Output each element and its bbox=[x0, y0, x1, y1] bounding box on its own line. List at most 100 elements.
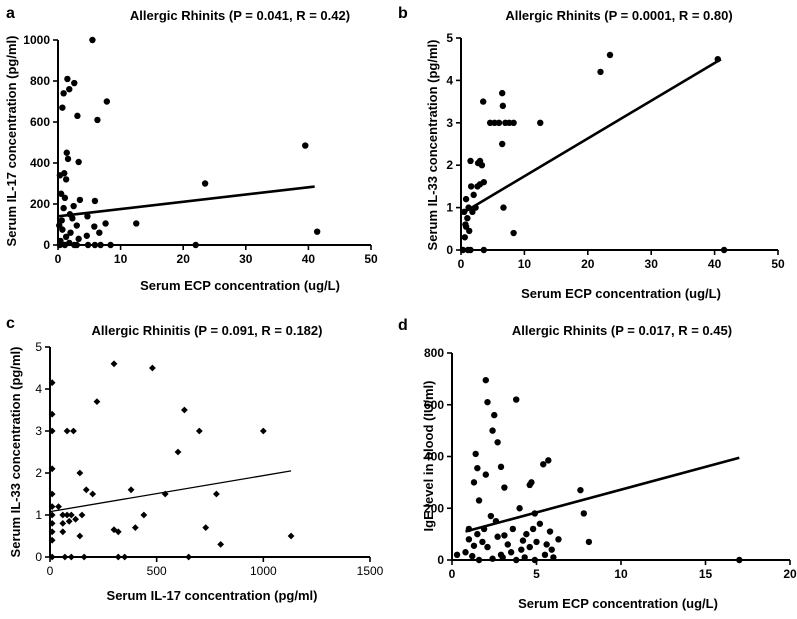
panel-c-data-point bbox=[140, 511, 148, 519]
panel-b-x-tick-label: 0 bbox=[458, 257, 465, 271]
panel-a-data-point bbox=[59, 104, 66, 111]
panel-c-data-point bbox=[114, 553, 122, 561]
panel-b-data-point bbox=[470, 191, 477, 199]
panel-a-data-point bbox=[66, 86, 73, 93]
panel-d-data-point bbox=[550, 554, 557, 561]
panel-b-x-tick-label: 10 bbox=[518, 257, 532, 271]
panel-a-data-point bbox=[75, 235, 82, 243]
panel-a-x-tick-label: 30 bbox=[239, 252, 253, 266]
panel-d-data-point bbox=[501, 532, 508, 539]
panel-a-data-point bbox=[61, 241, 69, 249]
panel-b-data-point bbox=[505, 119, 513, 127]
panel-a-data-point bbox=[73, 241, 80, 249]
panel-d-data-point bbox=[462, 549, 469, 556]
panel-a-data-point bbox=[60, 90, 67, 97]
panel-a-data-point bbox=[89, 36, 96, 44]
panel-c-data-point bbox=[131, 524, 139, 531]
panel-d-data-point bbox=[518, 546, 525, 553]
panel-a-data-point bbox=[71, 79, 78, 87]
panel-c-data-point bbox=[59, 528, 67, 536]
panel-b-data-point bbox=[499, 140, 506, 148]
panel-c: c Allergic Rhinitis (P = 0.091, R = 0.18… bbox=[6, 315, 384, 603]
panel-b-data-point bbox=[499, 89, 506, 97]
panel-c-data-point bbox=[55, 503, 62, 510]
panel-c-plot: 0 500 1000 1500 0 1 2 3 4 5 bbox=[35, 340, 383, 578]
panel-c-axes bbox=[49, 347, 370, 558]
panel-c-data-point bbox=[48, 553, 56, 561]
panel-d-title: Allergic Rhinits (P = 0.017, R = 0.45) bbox=[512, 323, 732, 338]
panel-b-data-point bbox=[606, 51, 614, 59]
panel-d-data-point bbox=[472, 450, 479, 458]
panel-a-x-tick-label: 40 bbox=[302, 252, 316, 266]
panel-a-data-point bbox=[75, 158, 82, 166]
panel-c-data-point bbox=[121, 553, 129, 561]
panel-c-data-point bbox=[48, 379, 56, 387]
panel-d-x-tick-label: 15 bbox=[699, 567, 713, 581]
panel-c-data-point bbox=[65, 517, 73, 525]
panel-c-y-tick-label: 1 bbox=[35, 508, 42, 522]
panel-c-data-point bbox=[48, 511, 56, 519]
panel-a-data-point bbox=[107, 241, 114, 249]
panel-b-regression-line bbox=[460, 58, 722, 216]
panel-b-data-point bbox=[720, 246, 728, 254]
panel-c-data-point bbox=[70, 427, 77, 435]
panel-c-data-point bbox=[217, 541, 225, 548]
panel-a-x-tick-label: 0 bbox=[55, 252, 62, 266]
panel-c-data-point bbox=[59, 520, 67, 527]
panel-d-data-point bbox=[555, 536, 562, 543]
panel-c-data-point bbox=[48, 465, 56, 473]
panel-d-data-point bbox=[482, 471, 489, 478]
panel-a-data-point bbox=[313, 228, 321, 235]
panel-a-y-tick-label: 400 bbox=[30, 156, 50, 170]
panel-d: d Allergic Rhinits (P = 0.017, R = 0.45)… bbox=[398, 317, 797, 611]
panel-b-data-point bbox=[474, 183, 481, 190]
panel-d-data-point bbox=[543, 541, 550, 548]
panel-d-y-tick-label: 800 bbox=[424, 346, 444, 360]
panel-c-data-point bbox=[48, 520, 56, 527]
panel-b-y-tick-label: 2 bbox=[446, 158, 453, 172]
panel-b-y-axis-label: Serum IL-33 concentration (pg/ml) bbox=[425, 40, 440, 251]
panel-c-data-point bbox=[195, 427, 203, 435]
panel-d-data-point bbox=[453, 551, 461, 559]
panel-d-x-tick-label: 20 bbox=[783, 567, 797, 581]
panel-c-data-point bbox=[161, 490, 169, 498]
panel-c-data-point bbox=[110, 360, 118, 368]
panel-d-data-point bbox=[540, 461, 547, 468]
panel-c-data-point bbox=[213, 490, 220, 498]
panel-b-data-point bbox=[462, 195, 470, 203]
panel-a-y-tick-label: 200 bbox=[30, 197, 50, 211]
panel-d-x-tick-label: 0 bbox=[449, 567, 456, 581]
panel-a-x-tick-label: 20 bbox=[177, 252, 191, 266]
panel-b-data-point bbox=[597, 68, 604, 76]
panel-d-data-point bbox=[489, 555, 496, 562]
panel-b-x-axis-label: Serum ECP concentration (ug/L) bbox=[521, 286, 721, 301]
panel-a-data-point bbox=[102, 220, 109, 227]
panel-a-data-point bbox=[63, 149, 70, 156]
panel-b-x-tick-label: 50 bbox=[771, 257, 785, 271]
panel-a-data-point bbox=[57, 190, 65, 197]
panel-b-axes bbox=[460, 38, 778, 251]
panel-a-data-point bbox=[302, 142, 309, 149]
panel-d-data-point bbox=[480, 525, 488, 533]
panel-c-data-point bbox=[63, 511, 71, 519]
panel-d-y-tick-label: 400 bbox=[424, 450, 444, 464]
panel-d-data-point bbox=[577, 486, 584, 494]
panel-c-y-tick-label: 2 bbox=[35, 466, 42, 480]
panel-b-y-tick-label: 0 bbox=[446, 243, 453, 257]
panel-c-data-point bbox=[48, 427, 56, 435]
panel-a-data-point bbox=[84, 241, 92, 249]
panel-c-data-point bbox=[181, 406, 188, 414]
panel-c-y-tick-label: 3 bbox=[35, 424, 42, 438]
panel-a-data-point bbox=[56, 241, 64, 249]
panel-c-regression-line bbox=[49, 470, 292, 513]
panel-c-data-point bbox=[287, 532, 295, 540]
panel-d-data-point bbox=[531, 510, 539, 517]
panel-d-data-point bbox=[513, 556, 520, 564]
panel-a-data-point bbox=[58, 217, 65, 224]
panel-b-data-point bbox=[464, 215, 471, 222]
panel-c-data-point bbox=[67, 511, 75, 519]
panel-c-data-point bbox=[174, 448, 182, 456]
panel-a-data-point bbox=[74, 112, 81, 120]
panel-c-data-point bbox=[67, 553, 75, 561]
